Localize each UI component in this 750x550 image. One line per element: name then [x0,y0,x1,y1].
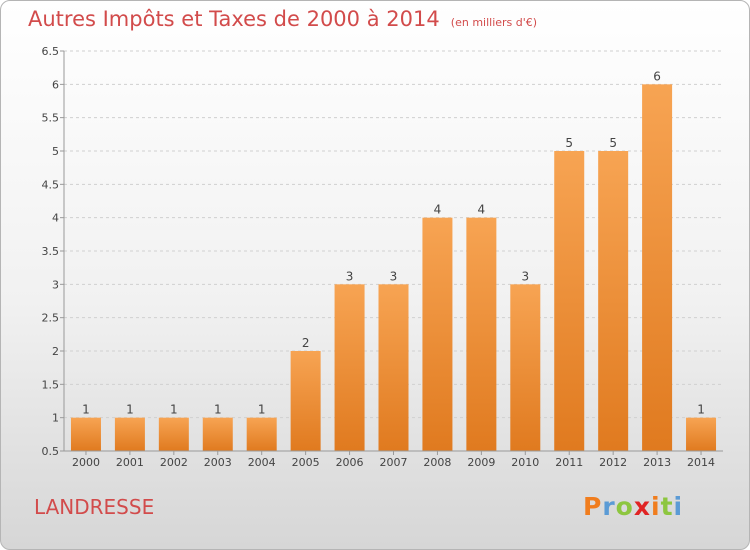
data-label: 3 [521,269,529,283]
bar [158,417,189,451]
bar [642,84,673,451]
data-label: 6 [653,69,661,83]
data-label: 4 [434,203,442,217]
labels: 0.5 1 1.5 2 2.5 3 3.5 4 4.5 5 5.5 6 6.5 1 2000 1 2001 1 20… [42,45,716,469]
bar [202,417,233,451]
y-tick-label: 2 [52,345,59,358]
x-tick-label: 2014 [687,456,715,469]
data-label: 1 [82,403,90,417]
y-tick-label: 4.5 [42,178,60,191]
data-label: 1 [214,403,222,417]
x-tick-label: 2003 [204,456,232,469]
y-tick-label: 1 [52,412,59,425]
logo-letter: x [633,492,651,521]
logo-letter: i [673,492,684,521]
x-tick-label: 2013 [643,456,671,469]
x-tick-label: 2001 [116,456,144,469]
bar [510,284,541,451]
axes [60,50,723,455]
data-label: 5 [565,136,573,150]
y-tick-label: 6 [52,78,59,91]
chart-subtitle: (en milliers d'€) [450,16,538,29]
x-tick-label: 2011 [555,456,583,469]
x-tick-label: 2004 [248,456,276,469]
commune-name: LANDRESSE [34,495,155,519]
bar [466,217,497,451]
x-tick-label: 2000 [72,456,100,469]
data-label: 2 [302,336,310,350]
x-tick-label: 2009 [467,456,495,469]
x-tick-label: 2006 [336,456,364,469]
data-label: 1 [258,403,266,417]
bar [686,417,717,451]
title-line: Autres Impôts et Taxes de 2000 à 2014 (e… [28,7,537,31]
x-tick-label: 2012 [599,456,627,469]
bar [246,417,277,451]
y-tick-label: 3 [52,278,59,291]
y-tick-label: 1.5 [42,378,60,391]
logo-letter: i [651,492,661,521]
y-tick-label: 5.5 [42,112,60,125]
data-label: 1 [170,403,178,417]
bar [114,417,145,451]
bars [70,84,717,451]
y-tick-label: 3.5 [42,245,60,258]
data-label: 3 [346,269,354,283]
bar [290,351,321,451]
x-tick-label: 2007 [380,456,408,469]
logo-letter: o [615,492,634,521]
y-tick-label: 2.5 [42,312,60,325]
data-label: 4 [478,203,486,217]
bar [70,417,101,451]
y-tick-label: 4 [52,212,59,225]
data-label: 3 [390,269,398,283]
x-tick-label: 2010 [511,456,539,469]
bar [554,151,585,451]
x-tick-label: 2005 [292,456,320,469]
y-tick-label: 5 [52,145,59,158]
data-label: 1 [697,403,705,417]
bar [598,151,629,451]
logo-letter: r [602,492,616,521]
y-tick-label: 0.5 [42,445,60,458]
logo-letter: P [583,492,603,521]
proxiti-logo: Proxiti [583,492,683,521]
data-label: 5 [609,136,617,150]
y-tick-label: 6.5 [42,45,60,58]
bar [334,284,365,451]
logo-letter: t [660,492,674,521]
bar [422,217,453,451]
bar [378,284,409,451]
x-tick-label: 2008 [423,456,451,469]
data-label: 1 [126,403,134,417]
x-tick-label: 2002 [160,456,188,469]
chart-title: Autres Impôts et Taxes de 2000 à 2014 [28,7,440,31]
